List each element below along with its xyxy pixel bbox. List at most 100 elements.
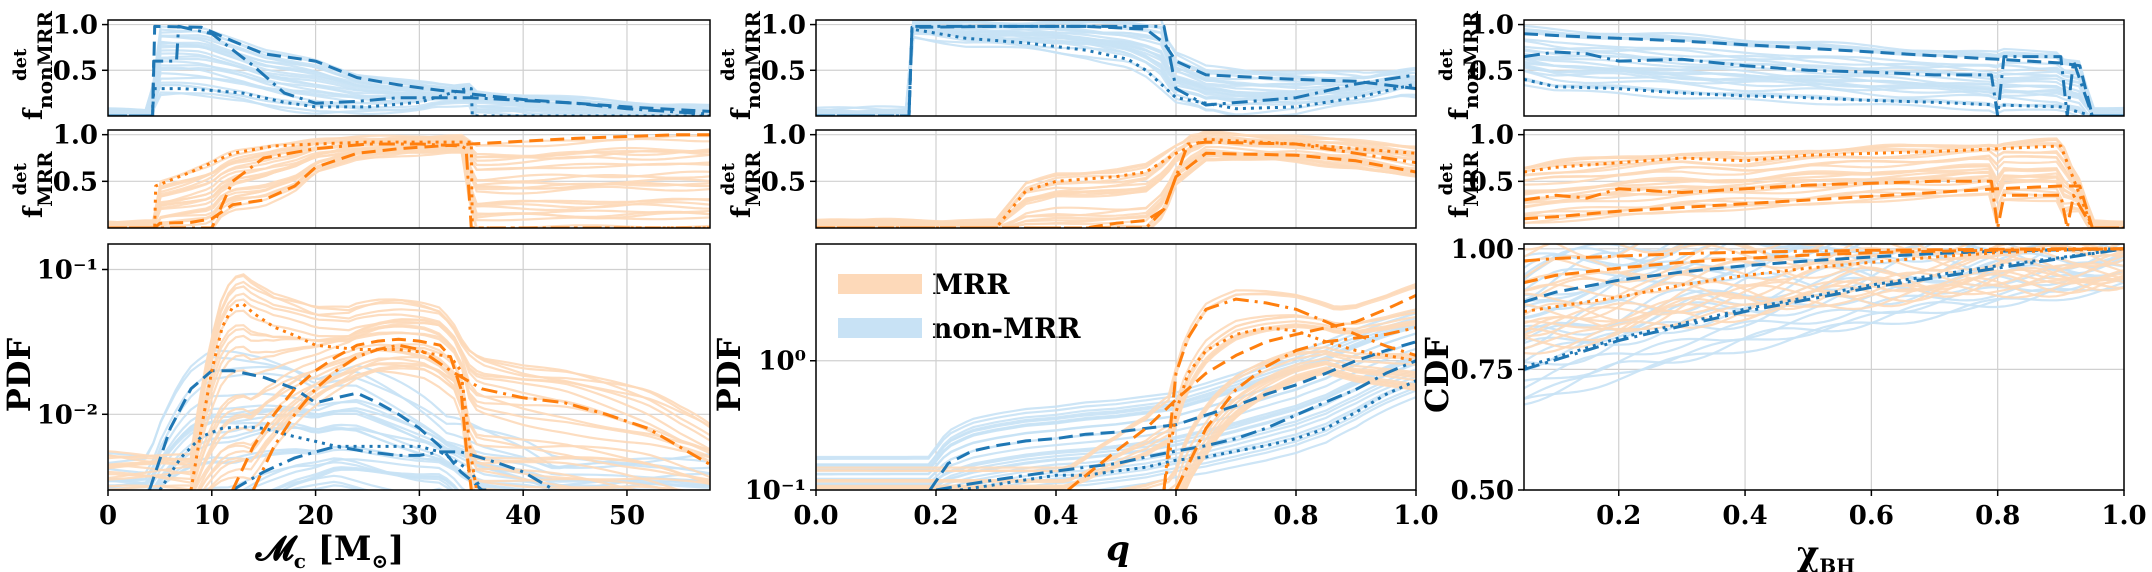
- sample-line: [1082, 155, 1416, 228]
- ylabel-fnon-1: fnonMRRdet: [10, 11, 57, 120]
- sample-line: [1524, 84, 2082, 116]
- sample-line: [928, 362, 1416, 490]
- series-line-nonmrr-dashdot: [231, 444, 556, 490]
- panel-mc_fmrr: 0.5 1.0: [53, 121, 711, 229]
- sample-line: [108, 141, 710, 228]
- sample-line: [959, 379, 1416, 490]
- xtick-label: 0.4: [1033, 501, 1078, 531]
- sample-line: [1524, 149, 2124, 224]
- axes-frame: [1523, 129, 2125, 229]
- sample-line: [1524, 138, 2124, 224]
- ylabel-fnon-2: fnonMRRdet: [718, 11, 765, 120]
- ytick-label: 10⁻¹: [745, 476, 806, 506]
- xtick-label: 0.8: [1975, 501, 2020, 531]
- ylabel-fmrr-1: fMRRdet: [10, 151, 57, 218]
- sample-line: [108, 55, 710, 116]
- series-line-mrr-dotted: [1524, 247, 2124, 313]
- series-line-nonmrr-dashdot: [1524, 50, 2124, 116]
- sample-line: [108, 325, 710, 481]
- sample-line: [155, 448, 505, 490]
- sample-line: [1524, 276, 2124, 355]
- series-line-mrr-dotted: [816, 137, 1416, 228]
- sample-line: [816, 21, 1416, 116]
- ylabel-pdf-2: PDF: [710, 337, 748, 412]
- ylabel-pdf-1: PDF: [0, 337, 38, 412]
- sample-line: [141, 143, 710, 228]
- sample-line: [1524, 257, 2124, 322]
- sample-line: [1524, 39, 2124, 116]
- series-line-nonmrr-dashed: [1524, 32, 2124, 116]
- xtick-label: 0.0: [793, 501, 838, 531]
- sample-line: [1019, 389, 1416, 490]
- sample-line: [1524, 170, 2124, 228]
- xtick-label: 20: [297, 501, 333, 531]
- sample-line: [1524, 28, 2124, 111]
- series-line-nonmrr-dashdot: [935, 359, 1416, 490]
- ytick-label: 0.5: [53, 167, 98, 197]
- ytick-label: 0.75: [1451, 355, 1514, 385]
- sample-line: [157, 148, 710, 228]
- xtick-label: 30: [401, 501, 437, 531]
- sample-line: [1524, 184, 2091, 228]
- sample-band-chi_cdf: [1524, 244, 2124, 406]
- sample-line: [269, 466, 458, 490]
- sample-line: [1184, 370, 1416, 490]
- series-line-mrr-dashdot: [1524, 247, 2124, 263]
- xtick-label: 1.0: [2101, 501, 2146, 531]
- sample-line: [1524, 60, 2095, 116]
- ytick-label: 1.0: [1469, 121, 1514, 151]
- ytick-label: 0.5: [1469, 167, 1514, 197]
- sample-line: [1524, 264, 2124, 336]
- sample-line: [1113, 346, 1416, 490]
- sample-line: [1524, 244, 1640, 261]
- sample-line: [146, 81, 507, 116]
- panel-q_pdf: 10⁻¹ 10⁰ 0.0 0.2 0.4 0.6 0.8 1.0: [745, 243, 1439, 531]
- series-line-mrr-dashed: [1524, 247, 2124, 285]
- xtick-label: 0.6: [1153, 501, 1198, 531]
- sample-line: [1524, 244, 1827, 258]
- sample-line: [1524, 57, 2095, 116]
- series-line-nonmrr-dashed: [816, 24, 1416, 116]
- sample-line: [1162, 352, 1416, 490]
- sample-line: [816, 315, 1416, 487]
- xtick-label: 0: [99, 501, 117, 531]
- sample-line: [816, 138, 1416, 228]
- series-line-mrr-dashdot: [251, 343, 710, 490]
- sample-line: [108, 285, 710, 463]
- sample-line: [191, 362, 684, 490]
- xlabel-mc: 𝓜c [M⊙]: [255, 529, 405, 572]
- panel-mc_fnon: 0.5 1.0: [53, 11, 711, 117]
- ylabel-fmrr-2: fMRRdet: [718, 151, 765, 218]
- sample-line: [1524, 262, 2124, 337]
- legend-label-nonmrr: non-MRR: [932, 312, 1081, 345]
- sample-line: [1149, 156, 1416, 228]
- ytick-label: 0.5: [761, 167, 806, 197]
- sample-line: [1524, 273, 2124, 342]
- axes-frame: [1523, 19, 2125, 117]
- axes-frame: [107, 129, 711, 229]
- ytick-label: 0.5: [761, 56, 806, 86]
- series-line-mrr-dotted: [1524, 144, 2124, 228]
- series-line-mrr-dashdot: [108, 142, 710, 228]
- xtick-label: 50: [609, 501, 645, 531]
- sample-line: [932, 368, 1416, 490]
- sample-line: [1524, 244, 1809, 276]
- series-line-mrr-dotted: [1162, 326, 1416, 490]
- axes-frame: [815, 19, 1417, 117]
- ytick-label: 1.0: [53, 121, 98, 151]
- ytick-label: 10⁰: [758, 347, 806, 377]
- series-line-mrr-dotted: [189, 302, 478, 490]
- sample-line: [207, 367, 511, 490]
- xlabel-q: q: [1106, 529, 1130, 569]
- ylabel-fmrr-3: fMRRdet: [1436, 151, 1483, 218]
- series-line-nonmrr-dotted: [1524, 247, 2124, 369]
- ytick-label: 0.5: [1469, 56, 1514, 86]
- sample-line: [1524, 78, 2089, 116]
- series-line-mrr-dashdot: [1174, 326, 1416, 490]
- sample-line: [999, 386, 1416, 490]
- ytick-label: 10⁻²: [37, 400, 98, 430]
- sample-line: [1176, 357, 1416, 490]
- sample-line: [816, 317, 1416, 467]
- sample-line: [1131, 350, 1416, 490]
